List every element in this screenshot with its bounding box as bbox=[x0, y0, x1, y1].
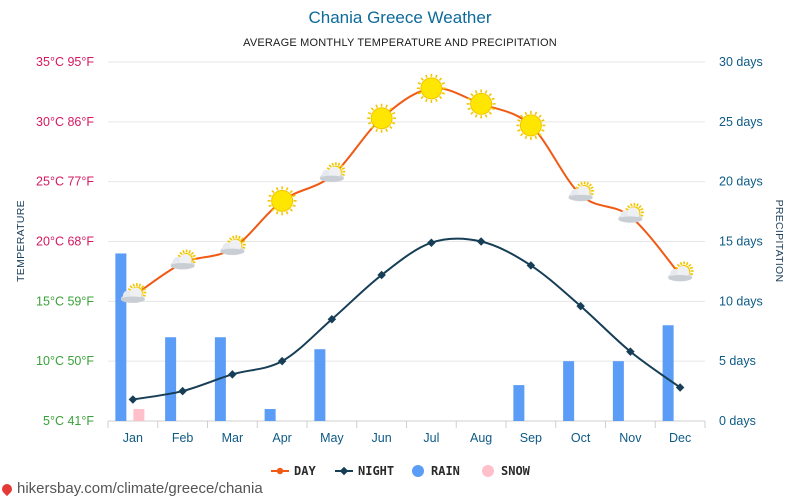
rain-bar bbox=[264, 409, 276, 421]
rain-bar bbox=[115, 253, 127, 421]
night-point bbox=[626, 347, 635, 356]
footer-source-link: hikersbay.com/climate/greece/chania bbox=[17, 480, 263, 497]
legend: DAY NIGHT RAIN SNOW bbox=[271, 464, 531, 478]
temperature-tick-label: 35°C 95°F bbox=[36, 55, 94, 69]
temperature-tick-label: 25°C 77°F bbox=[36, 175, 94, 189]
rain-bar bbox=[612, 361, 624, 421]
rain-bar bbox=[662, 325, 674, 421]
month-tick-label: Apr bbox=[272, 431, 291, 445]
legend-label-snow: SNOW bbox=[501, 464, 531, 478]
precipitation-ticks: 0 days 5 days 10 days 15 days 20 days 25 days… bbox=[719, 55, 763, 428]
chart-title: Chania Greece Weather bbox=[308, 8, 491, 27]
night-point bbox=[277, 356, 287, 366]
month-tick-label: Aug bbox=[470, 431, 492, 445]
sun-icon bbox=[416, 73, 446, 103]
night-point bbox=[675, 383, 685, 392]
precipitation-bars bbox=[115, 253, 674, 421]
sun-cloud-icon bbox=[618, 202, 644, 223]
snow-bar bbox=[133, 409, 145, 421]
month-tick-label: Oct bbox=[571, 431, 591, 445]
legend-item-night[interactable]: NIGHT bbox=[335, 464, 394, 478]
precipitation-tick-label: 10 days bbox=[719, 294, 763, 308]
night-point bbox=[178, 386, 187, 396]
temperature-lines bbox=[128, 85, 685, 404]
sun-cloud-icon bbox=[120, 283, 147, 304]
sun-icon bbox=[367, 103, 397, 133]
precipitation-tick-label: 5 days bbox=[719, 354, 756, 368]
sun-cloud-icon bbox=[170, 249, 197, 270]
sun-icon bbox=[516, 110, 546, 140]
precipitation-tick-label: 20 days bbox=[719, 175, 763, 189]
rain-bar bbox=[513, 385, 525, 421]
month-ticks: Jan Feb Mar Apr May Jun Jul Aug Sep Oct Nov Dec bbox=[123, 431, 691, 445]
sun-cloud-icon bbox=[668, 261, 694, 282]
month-tick-label: Jun bbox=[372, 431, 392, 445]
month-tick-label: May bbox=[320, 431, 344, 445]
temperature-tick-label: 15°C 59°F bbox=[36, 294, 94, 308]
month-tick-label: Sep bbox=[520, 431, 542, 445]
sun-icon bbox=[466, 89, 496, 119]
night-point bbox=[128, 395, 138, 404]
temperature-tick-label: 20°C 68°F bbox=[36, 235, 94, 249]
night-point bbox=[576, 301, 585, 311]
temperature-tick-label: 30°C 86°F bbox=[36, 115, 94, 129]
weather-icons bbox=[120, 73, 694, 304]
footer-source[interactable]: hikersbay.com/climate/greece/chania bbox=[0, 480, 263, 497]
day-temperature-line bbox=[132, 87, 681, 298]
legend-label-night: NIGHT bbox=[358, 464, 394, 478]
month-tick-label: Mar bbox=[222, 431, 244, 445]
rain-bar bbox=[314, 349, 326, 421]
month-tick-label: Dec bbox=[669, 431, 691, 445]
weather-chart: Chania Greece Weather AVERAGE MONTHLY TE… bbox=[15, 8, 785, 478]
sun-cloud-icon bbox=[220, 235, 246, 256]
sun-icon bbox=[267, 186, 297, 216]
month-tick-label: Jul bbox=[423, 431, 439, 445]
month-tick-label: Nov bbox=[619, 431, 642, 445]
right-axis-label: PRECIPITATION bbox=[773, 200, 785, 283]
precipitation-tick-label: 25 days bbox=[719, 115, 763, 129]
precipitation-tick-label: 0 days bbox=[719, 414, 756, 428]
grid-lines bbox=[107, 61, 706, 428]
sun-cloud-icon bbox=[319, 162, 346, 183]
rain-bar bbox=[563, 361, 575, 421]
left-axis-label: TEMPERATURE bbox=[15, 200, 27, 282]
legend-label-rain: RAIN bbox=[431, 464, 460, 478]
precipitation-tick-label: 15 days bbox=[719, 235, 763, 249]
legend-label-day: DAY bbox=[294, 464, 316, 478]
rain-bar bbox=[165, 337, 177, 421]
temperature-tick-label: 10°C 50°F bbox=[36, 354, 94, 368]
temperature-ticks: 5°C 41°F 10°C 50°F 15°C 59°F 20°C 68°F 25°C … bbox=[36, 55, 94, 428]
night-point bbox=[476, 237, 486, 246]
sun-cloud-icon bbox=[568, 181, 595, 202]
night-point bbox=[377, 270, 386, 280]
night-point bbox=[526, 261, 536, 270]
legend-item-rain[interactable]: RAIN bbox=[412, 464, 460, 478]
legend-item-snow[interactable]: SNOW bbox=[482, 464, 531, 478]
month-tick-label: Jan bbox=[123, 431, 143, 445]
legend-item-day[interactable]: DAY bbox=[271, 464, 316, 478]
night-point bbox=[327, 315, 337, 324]
night-point bbox=[228, 370, 237, 379]
night-point bbox=[427, 238, 436, 247]
chart-subtitle: AVERAGE MONTHLY TEMPERATURE AND PRECIPIT… bbox=[243, 37, 557, 49]
temperature-tick-label: 5°C 41°F bbox=[43, 414, 94, 428]
precipitation-tick-label: 30 days bbox=[719, 55, 763, 69]
month-tick-label: Feb bbox=[172, 431, 194, 445]
location-pin-icon bbox=[0, 481, 15, 497]
